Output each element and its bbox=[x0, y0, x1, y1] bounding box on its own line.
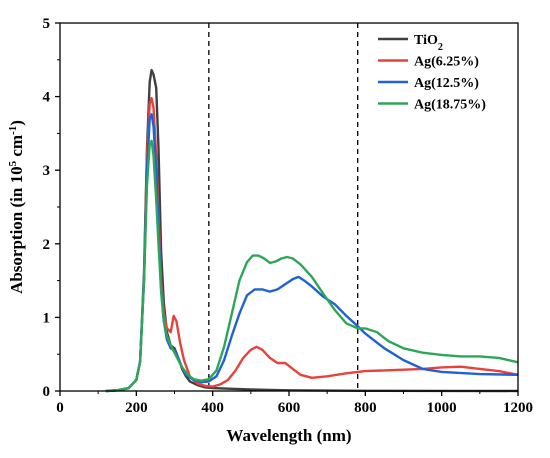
legend-label-text: Ag(18.75%) bbox=[414, 98, 486, 113]
legend-label-2: Ag(6.25%) bbox=[414, 55, 479, 70]
x-axis-title: Wavelength (nm) bbox=[226, 426, 351, 445]
y-title-prefix: Absorption (in 10 bbox=[7, 166, 26, 294]
legend-label-3: Ag(12.5%) bbox=[414, 76, 479, 91]
x-axis: 0 200 400 600 800 1000 1200 bbox=[56, 391, 533, 416]
legend-label-text: Ag(12.5%) bbox=[414, 76, 479, 91]
y-tick-label: 3 bbox=[43, 163, 51, 179]
legend-label-subscript: 2 bbox=[438, 42, 443, 53]
x-tick-label: 1200 bbox=[503, 400, 533, 416]
y-tick-label: 2 bbox=[43, 237, 51, 253]
y-title-suffix: ) bbox=[7, 120, 26, 126]
x-tick-label: 400 bbox=[201, 400, 224, 416]
x-tick-label: 800 bbox=[354, 400, 377, 416]
legend-label-text: TiO bbox=[414, 33, 438, 48]
y-title-sup1: 5 bbox=[7, 160, 19, 166]
y-axis-title: Absorption (in 105 cm-1) bbox=[7, 120, 26, 294]
y-axis: 0 1 2 3 4 5 bbox=[43, 16, 60, 400]
x-tick-label: 1000 bbox=[427, 400, 457, 416]
series-line-4 bbox=[105, 139, 519, 393]
x-tick-label: 200 bbox=[125, 400, 148, 416]
legend-label-1: TiO2 bbox=[414, 33, 443, 53]
series-line-2 bbox=[105, 96, 519, 393]
y-tick-label: 5 bbox=[43, 16, 51, 32]
series-layer bbox=[105, 68, 519, 393]
x-tick-label: 600 bbox=[278, 400, 301, 416]
series-line-3 bbox=[105, 113, 519, 393]
y-tick-label: 1 bbox=[43, 310, 51, 326]
y-title-mid: cm bbox=[7, 135, 26, 161]
legend-label-text: Ag(6.25%) bbox=[414, 55, 479, 70]
legend-label-4: Ag(18.75%) bbox=[414, 98, 486, 113]
y-tick-label: 4 bbox=[43, 90, 51, 106]
reference-lines bbox=[208, 23, 359, 391]
y-title-sup2: -1 bbox=[7, 126, 19, 135]
legend: TiO2 Ag(6.25%) Ag(12.5%) Ag(18.75%) bbox=[378, 33, 486, 113]
y-tick-label: 0 bbox=[43, 384, 51, 400]
x-tick-label: 0 bbox=[56, 400, 64, 416]
